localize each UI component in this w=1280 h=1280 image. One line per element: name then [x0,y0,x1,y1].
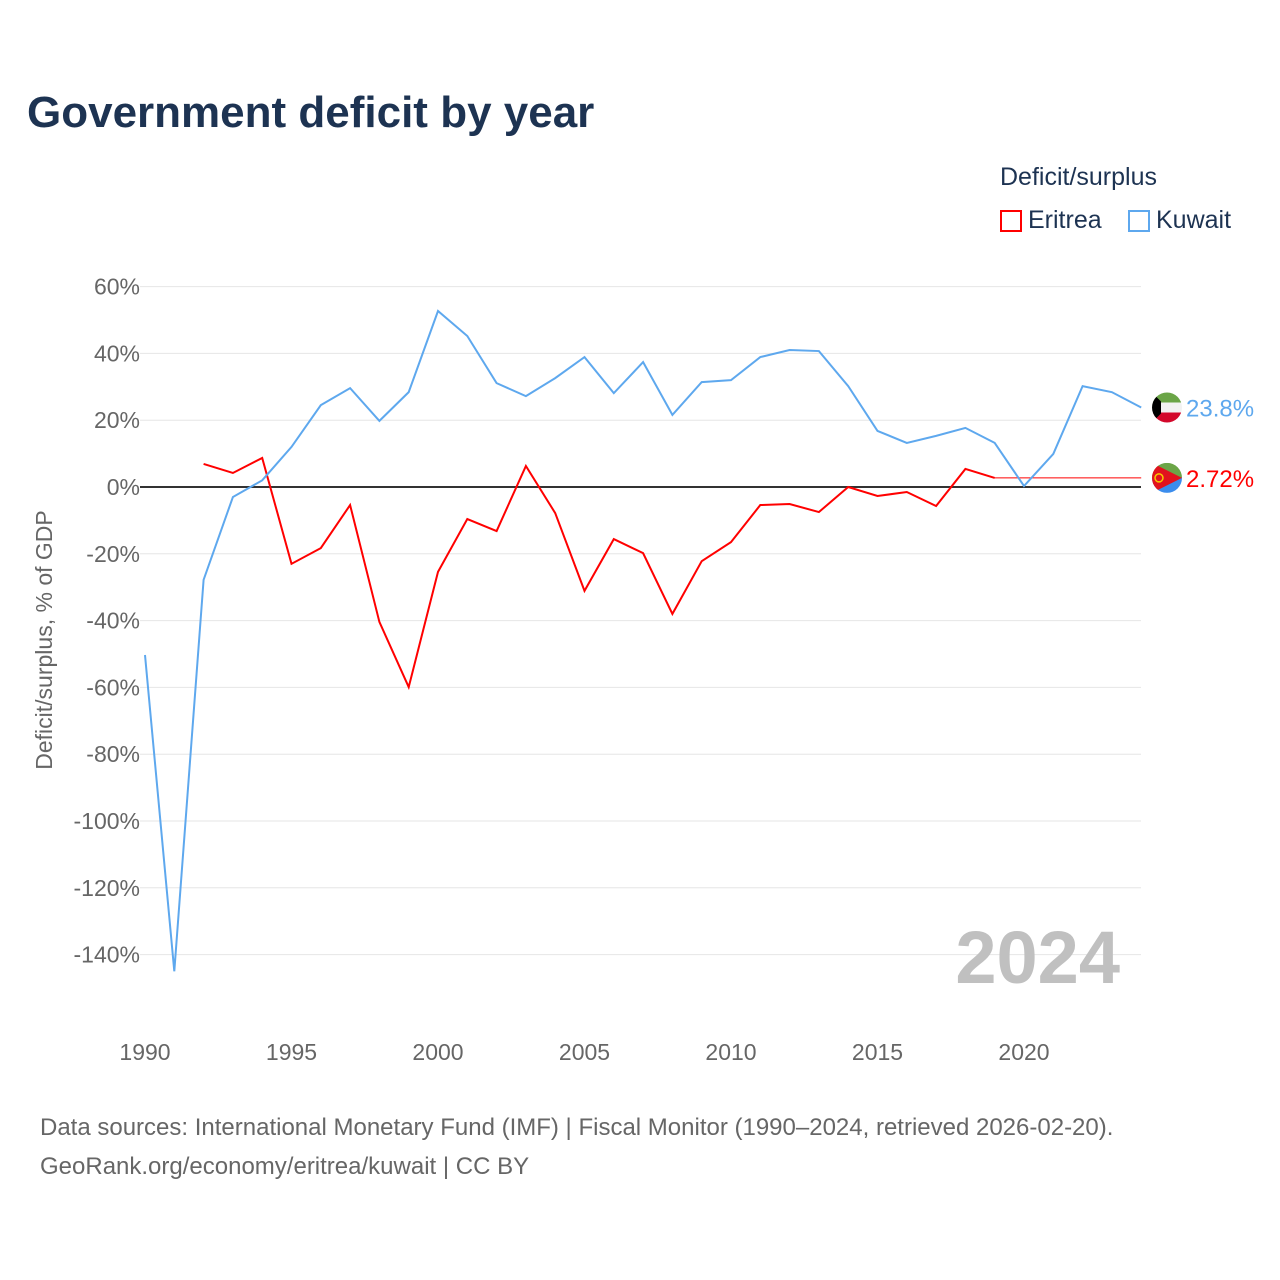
y-tick-label: -120% [74,875,140,901]
end-label-eritrea: 2.72% [1186,466,1254,493]
y-tick-label: 40% [94,340,140,366]
legend-label: Kuwait [1156,206,1232,234]
series-line-eritrea [203,456,995,691]
series-line-kuwait [144,309,1142,972]
y-axis-label: Deficit/surplus, % of GDP [31,510,57,769]
x-tick-label: 1990 [119,1039,170,1065]
page-title: Government deficit by year [27,88,595,137]
y-tick-label: -40% [86,608,140,634]
y-tick-label: -20% [86,541,140,567]
y-tick-label: 60% [94,274,140,300]
y-tick-label: -140% [74,942,140,968]
x-tick-label: 2005 [559,1039,610,1065]
legend-item-kuwait[interactable]: Kuwait [1128,206,1231,235]
legend-title: Deficit/surplus [1000,163,1157,191]
y-tick-label: -100% [74,808,140,834]
y-tick-label: 20% [94,407,140,433]
eritrea-flag-icon [1152,462,1182,493]
x-tick-label: 2010 [705,1039,756,1065]
legend-label: Eritrea [1028,206,1102,234]
legend-swatch [1000,209,1022,232]
x-tick-label: 2000 [412,1039,463,1065]
y-tick-label: 0% [107,474,140,500]
y-tick-label: -80% [86,741,140,767]
x-tick-label: 1995 [266,1039,317,1065]
legend-swatch [1128,209,1150,232]
y-tick-label: -60% [86,674,140,700]
year-watermark: 2024 [955,916,1120,999]
x-tick-label: 2015 [852,1039,903,1065]
kuwait-flag-icon [1152,392,1182,423]
end-label-kuwait: 23.8% [1186,396,1254,423]
source-text: Data sources: International Monetary Fun… [40,1114,1114,1141]
attribution-text: GeoRank.org/economy/eritrea/kuwait | CC … [40,1153,530,1180]
footer: Data sources: International Monetary Fun… [40,1108,1113,1186]
x-tick-label: 2020 [998,1039,1049,1065]
legend-item-eritrea[interactable]: Eritrea [1000,206,1102,235]
